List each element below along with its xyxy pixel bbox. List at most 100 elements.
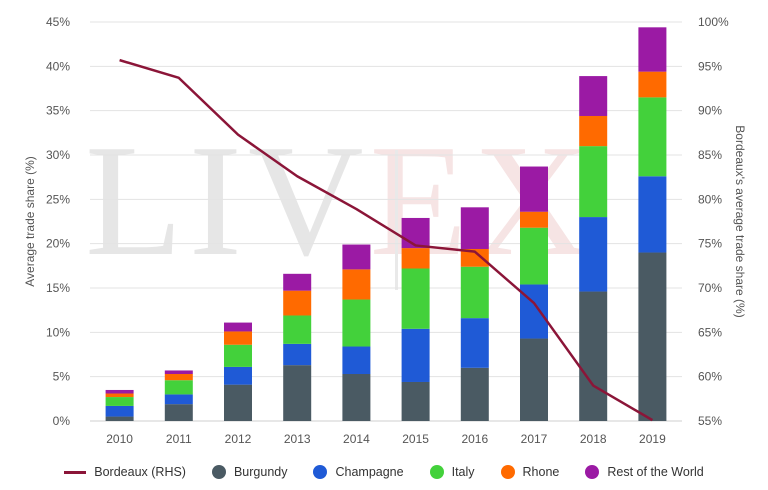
bar-segment [579,291,608,421]
legend-line-swatch [64,470,87,474]
bar-segment [283,290,312,316]
bar-segment [520,211,548,228]
bar-segment [401,381,430,421]
legend-label-champagne: Champagne [335,465,404,479]
bar-segment [342,346,371,375]
bar-segment [460,207,489,249]
bar-segment [520,227,548,285]
y-left-tick-label: 5% [53,370,71,384]
y-left-tick-label: 40% [46,59,70,73]
bar-segment [105,416,134,421]
legend-label-bordeaux: Bordeaux (RHS) [94,465,186,479]
legend-label-rest: Rest of the World [607,465,704,479]
watermark-divider [395,150,398,290]
bar-segment [520,284,548,339]
x-tick-label: 2019 [639,432,666,446]
bar-segment [164,404,193,421]
bar-segment [283,315,312,344]
bar-segment [342,269,371,300]
bar-segment [401,328,430,382]
bar-segment [224,366,252,385]
x-tick-label: 2018 [580,432,607,446]
legend-label-rhone: Rhone [522,465,560,479]
y-right-tick-label: 100% [698,15,729,29]
bar-segment [283,365,312,421]
bar-segment [164,380,193,395]
bar-segment [460,266,489,319]
x-tick-label: 2011 [166,432,192,446]
y-left-tick-label: 45% [46,15,70,29]
bar-segment [638,176,667,253]
bar-segment [460,318,489,368]
bar-segment [638,97,667,177]
y-left-tick-label: 25% [46,192,70,206]
x-tick-label: 2012 [225,432,252,446]
bar-segment [105,397,134,406]
bar-segment [460,367,489,421]
bar-segment [224,322,252,332]
y-left-tick-label: 30% [46,148,70,162]
legend-label-italy: Italy [451,465,475,479]
legend-item-champagne[interactable]: Champagne [313,465,404,479]
watermark-logo: LIVEX [85,120,595,280]
bar-segment [638,71,667,98]
bar-segment [105,389,134,394]
y-left-tick-label: 20% [46,237,70,251]
chart-legend: Bordeaux (RHS) Burgundy Champagne Italy … [0,458,768,486]
bar-segment [342,244,371,270]
legend-dot-italy [429,465,444,479]
bar-segment [164,394,193,405]
legend-item-italy[interactable]: Italy [429,465,475,479]
y-right-tick-label: 85% [698,148,722,162]
y-left-tick-label: 35% [46,104,70,118]
bar-segment [401,268,430,329]
bar-segment [638,252,667,421]
bar-segment [579,76,608,116]
legend-dot-burgundy [211,465,226,479]
y-right-tick-label: 95% [698,59,722,73]
bar-segment [283,273,312,291]
bar-segment [401,217,430,249]
bar-segment [342,299,371,347]
y-right-axis-title: Bordeaux's average trade share (%) [733,125,747,317]
bar-segment [224,331,252,345]
bar-segment [520,166,548,212]
y-right-tick-label: 75% [698,237,722,251]
x-tick-label: 2010 [106,432,133,446]
chart-svg: 0% 5% 10% 15% 20% 25% 30% 35% 40% 45% 55% 60% 65% 70%… [23,15,747,446]
bar-segment [224,344,252,367]
x-tick-label: 2017 [521,432,548,446]
x-tick-label: 2014 [343,432,370,446]
bar-segment [401,248,430,269]
x-tick-label: 2015 [402,432,429,446]
legend-item-burgundy[interactable]: Burgundy [211,465,287,479]
y-right-tick-label: 55% [698,414,722,428]
y-left-tick-label: 0% [53,414,71,428]
legend-item-rest-of-world[interactable]: Rest of the World [585,465,704,479]
legend-item-rhone[interactable]: Rhone [500,465,560,479]
x-tick-label: 2013 [284,432,311,446]
x-tick-label: 2016 [461,432,488,446]
legend-dot-rest [585,465,600,479]
legend-dot-rhone [500,465,515,479]
bar-segment [164,370,193,375]
bar-segment [638,27,667,72]
y-left-tick-label: 10% [46,325,70,339]
legend-item-bordeaux[interactable]: Bordeaux (RHS) [64,465,186,479]
y-left-axis-title: Average trade share (%) [23,156,37,287]
bar-segment [224,384,252,421]
bar-segment [460,248,489,267]
bar-segment [579,115,608,147]
bar-segment [520,338,548,421]
y-left-tick-label: 15% [46,281,70,295]
watermark-liv: LIV [85,111,370,289]
bar-segment [579,146,608,218]
bar-segment [105,393,134,398]
bar-segment [105,405,134,417]
y-right-tick-label: 90% [698,104,722,118]
y-right-tick-label: 60% [698,370,722,384]
bar-segment [283,343,312,366]
legend-dot-champagne [313,465,328,479]
bar-segment [342,374,371,421]
